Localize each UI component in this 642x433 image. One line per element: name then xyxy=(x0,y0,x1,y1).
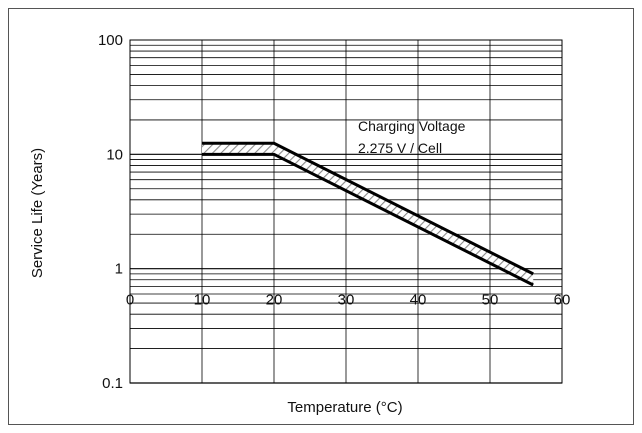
x-axis-label: Temperature (°C) xyxy=(287,399,402,416)
x-tick-label-0: 0 xyxy=(126,291,134,308)
y-tick-label-100: 100 xyxy=(98,32,123,49)
series-lines xyxy=(202,141,534,287)
annotation-charging-voltage: Charging Voltage xyxy=(358,118,466,134)
x-tick-labels: 0 10 20 30 40 50 60 xyxy=(126,291,571,308)
x-tick-label-10: 10 xyxy=(194,291,211,308)
x-tick-label-50: 50 xyxy=(482,291,499,308)
y-axis-label: Service Life (Years) xyxy=(29,148,46,278)
grid-lines xyxy=(129,40,563,384)
x-tick-label-30: 30 xyxy=(338,291,355,308)
y-tick-label-10: 10 xyxy=(106,146,123,163)
series-line-0 xyxy=(202,141,534,276)
chart-frame xyxy=(8,8,634,425)
plot-area-border xyxy=(129,39,563,384)
y-tick-label-1: 1 xyxy=(115,261,123,278)
x-tick-label-20: 20 xyxy=(266,291,283,308)
annotation-voltage-per-cell: 2.275 V / Cell xyxy=(358,140,442,156)
y-tick-label-0.1: 0.1 xyxy=(102,375,123,392)
x-tick-label-40: 40 xyxy=(410,291,427,308)
x-tick-label-60: 60 xyxy=(554,291,571,308)
series-line-1 xyxy=(202,152,534,287)
y-tick-labels: 100 10 1 0.1 xyxy=(98,32,123,392)
